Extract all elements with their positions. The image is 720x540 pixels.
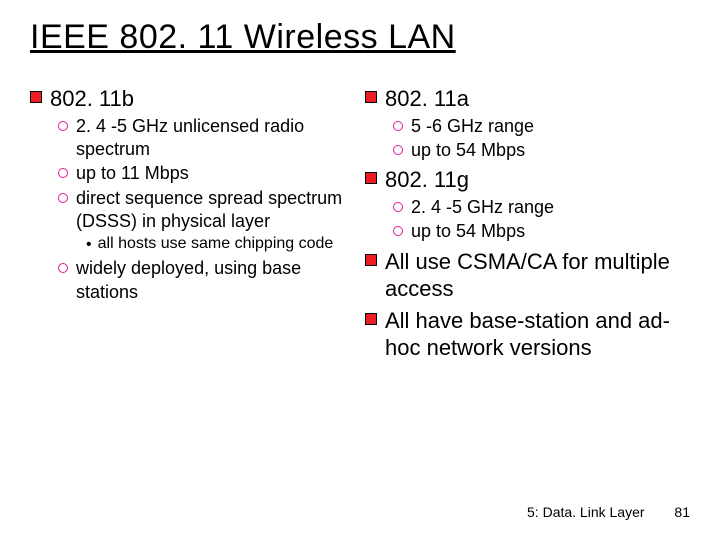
dot-bullet-icon: • [86, 235, 92, 256]
list-item: up to 54 Mbps [393, 220, 690, 243]
list-item: up to 11 Mbps [58, 162, 355, 185]
square-bullet-icon [365, 172, 377, 184]
heading-text: 802. 11b [50, 85, 134, 113]
circle-bullet-icon [393, 202, 403, 212]
slide-footer: 5: Data. Link Layer 81 [527, 504, 690, 520]
square-bullet-icon [365, 313, 377, 325]
footer-label: 5: Data. Link Layer [527, 504, 645, 520]
list-item: direct sequence spread spectrum (DSSS) i… [58, 187, 355, 234]
section-80211b: 802. 11b 2. 4 -5 GHz unlicensed radio sp… [30, 85, 355, 304]
section-80211a: 802. 11a 5 -6 GHz range up to 54 Mbps [365, 85, 690, 162]
left-column: 802. 11b 2. 4 -5 GHz unlicensed radio sp… [30, 85, 355, 366]
heading-csma: All use CSMA/CA for multiple access [365, 248, 690, 303]
circle-bullet-icon [393, 226, 403, 236]
item-text: up to 54 Mbps [411, 220, 525, 243]
heading-text: 802. 11a [385, 85, 469, 113]
list-item: up to 54 Mbps [393, 139, 690, 162]
heading-80211b: 802. 11b [30, 85, 355, 113]
slide-title: IEEE 802. 11 Wireless LAN [30, 18, 690, 57]
item-text: up to 11 Mbps [76, 162, 189, 185]
circle-bullet-icon [58, 193, 68, 203]
circle-bullet-icon [393, 145, 403, 155]
circle-bullet-icon [58, 263, 68, 273]
circle-bullet-icon [393, 121, 403, 131]
list-item: 5 -6 GHz range [393, 115, 690, 138]
item-text: widely deployed, using base stations [76, 257, 355, 304]
item-text: 2. 4 -5 GHz unlicensed radio spectrum [76, 115, 355, 162]
content-columns: 802. 11b 2. 4 -5 GHz unlicensed radio sp… [30, 85, 690, 366]
page-number: 81 [674, 504, 690, 520]
section-80211g: 802. 11g 2. 4 -5 GHz range up to 54 Mbps [365, 166, 690, 243]
heading-80211g: 802. 11g [365, 166, 690, 194]
right-column: 802. 11a 5 -6 GHz range up to 54 Mbps 80… [365, 85, 690, 366]
square-bullet-icon [365, 91, 377, 103]
section-csma: All use CSMA/CA for multiple access [365, 248, 690, 303]
sub-item-text: all hosts use same chipping code [98, 234, 334, 255]
heading-text: All use CSMA/CA for multiple access [385, 248, 690, 303]
item-text: 2. 4 -5 GHz range [411, 196, 554, 219]
item-text: direct sequence spread spectrum (DSSS) i… [76, 187, 355, 234]
list-item: 2. 4 -5 GHz range [393, 196, 690, 219]
heading-text: 802. 11g [385, 166, 469, 194]
item-text: 5 -6 GHz range [411, 115, 534, 138]
list-item: widely deployed, using base stations [58, 257, 355, 304]
heading-80211a: 802. 11a [365, 85, 690, 113]
square-bullet-icon [30, 91, 42, 103]
heading-text: All have base-station and ad-hoc network… [385, 307, 690, 362]
square-bullet-icon [365, 254, 377, 266]
section-basestation: All have base-station and ad-hoc network… [365, 307, 690, 362]
sub-list-item: • all hosts use same chipping code [86, 234, 355, 256]
heading-basestation: All have base-station and ad-hoc network… [365, 307, 690, 362]
item-text: up to 54 Mbps [411, 139, 525, 162]
circle-bullet-icon [58, 168, 68, 178]
list-item: 2. 4 -5 GHz unlicensed radio spectrum [58, 115, 355, 162]
circle-bullet-icon [58, 121, 68, 131]
